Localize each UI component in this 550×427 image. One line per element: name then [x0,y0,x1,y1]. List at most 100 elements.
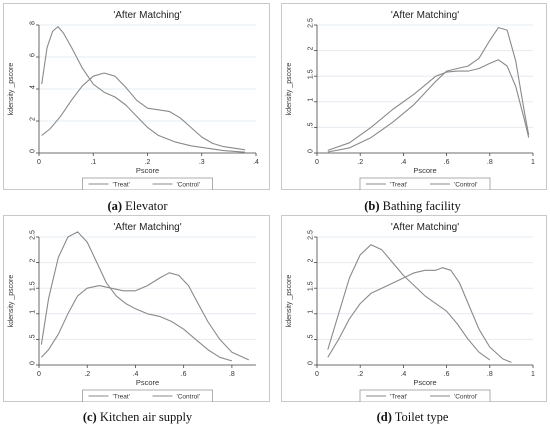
y-axis-label: kdensity _pscore [8,63,15,116]
y-tick-label: 0 [30,149,37,153]
y-tick-label: 2.5 [30,230,37,240]
chart-title: 'After Matching' [391,10,459,21]
x-tick-label: .2 [357,159,363,166]
x-tick-label: .8 [487,371,493,378]
caption-text: Kitchen air supply [99,410,193,424]
plot-area [39,237,256,365]
y-axis-label: kdensity _pscore [8,275,15,328]
y-tick-label: 1.5 [308,281,315,291]
chart-toilet-type: 'After Matching' 0 .5 1 1.5 2 2.5 0 .2 .4 .6 .8 1 Psc… [281,215,547,402]
x-tick-label: .2 [357,371,363,378]
caption-label: (b) [364,199,380,213]
y-tick-label: 1 [308,98,315,102]
caption-label: (d) [376,410,392,424]
x-tick-label: 0 [37,371,41,378]
x-axis-label: Pscore [136,166,159,175]
caption-kitchen-air-supply: (c) Kitchen air supply [0,410,275,425]
x-tick-label: 0 [315,159,319,166]
y-tick-label: 1 [30,310,37,314]
caption-text: Elevator [125,199,168,213]
chart-panel-kitchen-air-supply: 'After Matching' 0 .5 1 1.5 2 2.5 0 .2 .4 .6 .8 Psco… [3,215,270,402]
chart-panel-bathing-facility: 'After Matching' 0 .5 1 1.5 2 2.5 0 .2 .4 .6 .8 1 Psc… [281,3,547,190]
chart-elevator: 'After Matching' 0 2 4 6 8 0 .1 .2 .3 .4 Pscore kden… [3,3,270,190]
x-tick-label: .6 [444,371,450,378]
chart-title: 'After Matching' [391,222,459,233]
x-axis-label: Pscore [413,166,436,175]
caption-label: (c) [82,410,97,424]
series-line-control [327,59,530,151]
x-tick-label: .2 [84,371,90,378]
legend-label: 'Treat' [113,394,130,401]
chart-panel-toilet-type: 'After Matching' 0 .5 1 1.5 2 2.5 0 .2 .4 .6 .8 1 Psc… [281,215,547,402]
y-tick-label: .5 [308,122,315,128]
y-tick-label: 2.5 [308,18,315,28]
x-axis-label: Pscore [413,378,436,387]
legend-label: 'Treat' [390,182,407,189]
caption-toilet-type: (d) Toilet type [275,410,550,425]
y-tick-label: 1 [308,310,315,314]
x-tick-label: .8 [229,371,235,378]
chart-title: 'After Matching' [113,10,181,21]
y-tick-label: 1.5 [30,281,37,291]
y-tick-label: 4 [30,85,37,89]
x-tick-label: .4 [400,371,406,378]
caption-label: (a) [107,199,123,213]
x-tick-label: .3 [199,159,205,166]
y-tick-label: 0 [308,149,315,153]
y-axis-label: kdensity _pscore [286,63,293,116]
x-tick-label: .8 [487,159,493,166]
legend-label: 'Treat' [113,182,130,189]
y-tick-label: .5 [308,334,315,340]
series-line-control [40,272,250,361]
caption-bathing-facility: (b) Bathing facility [275,199,550,214]
y-tick-label: 2 [308,259,315,263]
y-tick-label: 0 [30,361,37,365]
x-tick-label: .1 [90,159,96,166]
chart-kitchen-air-supply: 'After Matching' 0 .5 1 1.5 2 2.5 0 .2 .4 .6 .8 Psco… [3,215,270,402]
x-tick-label: .6 [444,159,450,166]
y-tick-label: 0 [308,361,315,365]
x-tick-label: .4 [400,159,406,166]
chart-bathing-facility: 'After Matching' 0 .5 1 1.5 2 2.5 0 .2 .4 .6 .8 1 Psc… [281,3,547,190]
series-line-treat [327,27,530,153]
legend-label: 'Treat' [390,394,407,401]
x-tick-label: .4 [133,371,139,378]
y-tick-label: 2.5 [308,230,315,240]
x-tick-label: 1 [531,371,535,378]
y-tick-label: 6 [30,53,37,57]
y-tick-label: 2 [30,117,37,121]
series-line-treat [40,231,233,362]
caption-text: Toilet type [394,410,449,424]
chart-panel-elevator: 'After Matching' 0 2 4 6 8 0 .1 .2 .3 .4 Pscore kden… [3,3,270,190]
y-tick-label: .5 [30,334,37,340]
legend-label: 'Control' [177,182,200,189]
legend-box [359,177,491,190]
y-axis-label: kdensity _pscore [286,275,293,328]
y-tick-label: 2 [308,47,315,51]
x-tick-label: 0 [315,371,319,378]
legend-box [82,177,213,190]
legend-label: 'Control' [454,394,477,401]
legend-box [82,389,213,402]
series-line-treat [327,244,491,361]
x-tick-label: 1 [531,159,535,166]
x-axis-label: Pscore [136,378,159,387]
chart-title: 'After Matching' [113,222,181,233]
y-tick-label: 1.5 [308,69,315,79]
x-tick-label: .4 [253,159,259,166]
y-tick-label: 8 [30,21,37,25]
caption-text: Bathing facility [382,199,461,213]
x-tick-label: .6 [181,371,187,378]
series-line-control [327,267,512,363]
legend-box [359,389,491,402]
x-tick-label: .2 [145,159,151,166]
series-line-treat [41,26,246,153]
series-line-control [41,72,246,151]
y-tick-label: 2 [30,259,37,263]
legend-label: 'Control' [454,182,477,189]
caption-elevator: (a) Elevator [0,199,275,214]
legend-label: 'Control' [177,394,200,401]
plot-area [317,237,533,365]
plot-area [317,25,533,153]
x-tick-label: 0 [37,159,41,166]
